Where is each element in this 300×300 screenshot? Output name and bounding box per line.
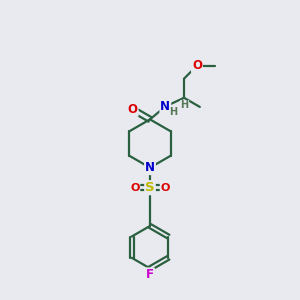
Text: O: O	[128, 103, 138, 116]
Text: N: N	[160, 100, 170, 113]
Text: H: H	[169, 107, 178, 117]
Text: O: O	[160, 183, 170, 193]
Text: O: O	[130, 183, 140, 193]
Text: F: F	[146, 268, 154, 281]
Text: S: S	[145, 181, 155, 194]
Text: H: H	[181, 100, 189, 110]
Text: N: N	[145, 161, 155, 174]
Text: O: O	[192, 59, 202, 72]
